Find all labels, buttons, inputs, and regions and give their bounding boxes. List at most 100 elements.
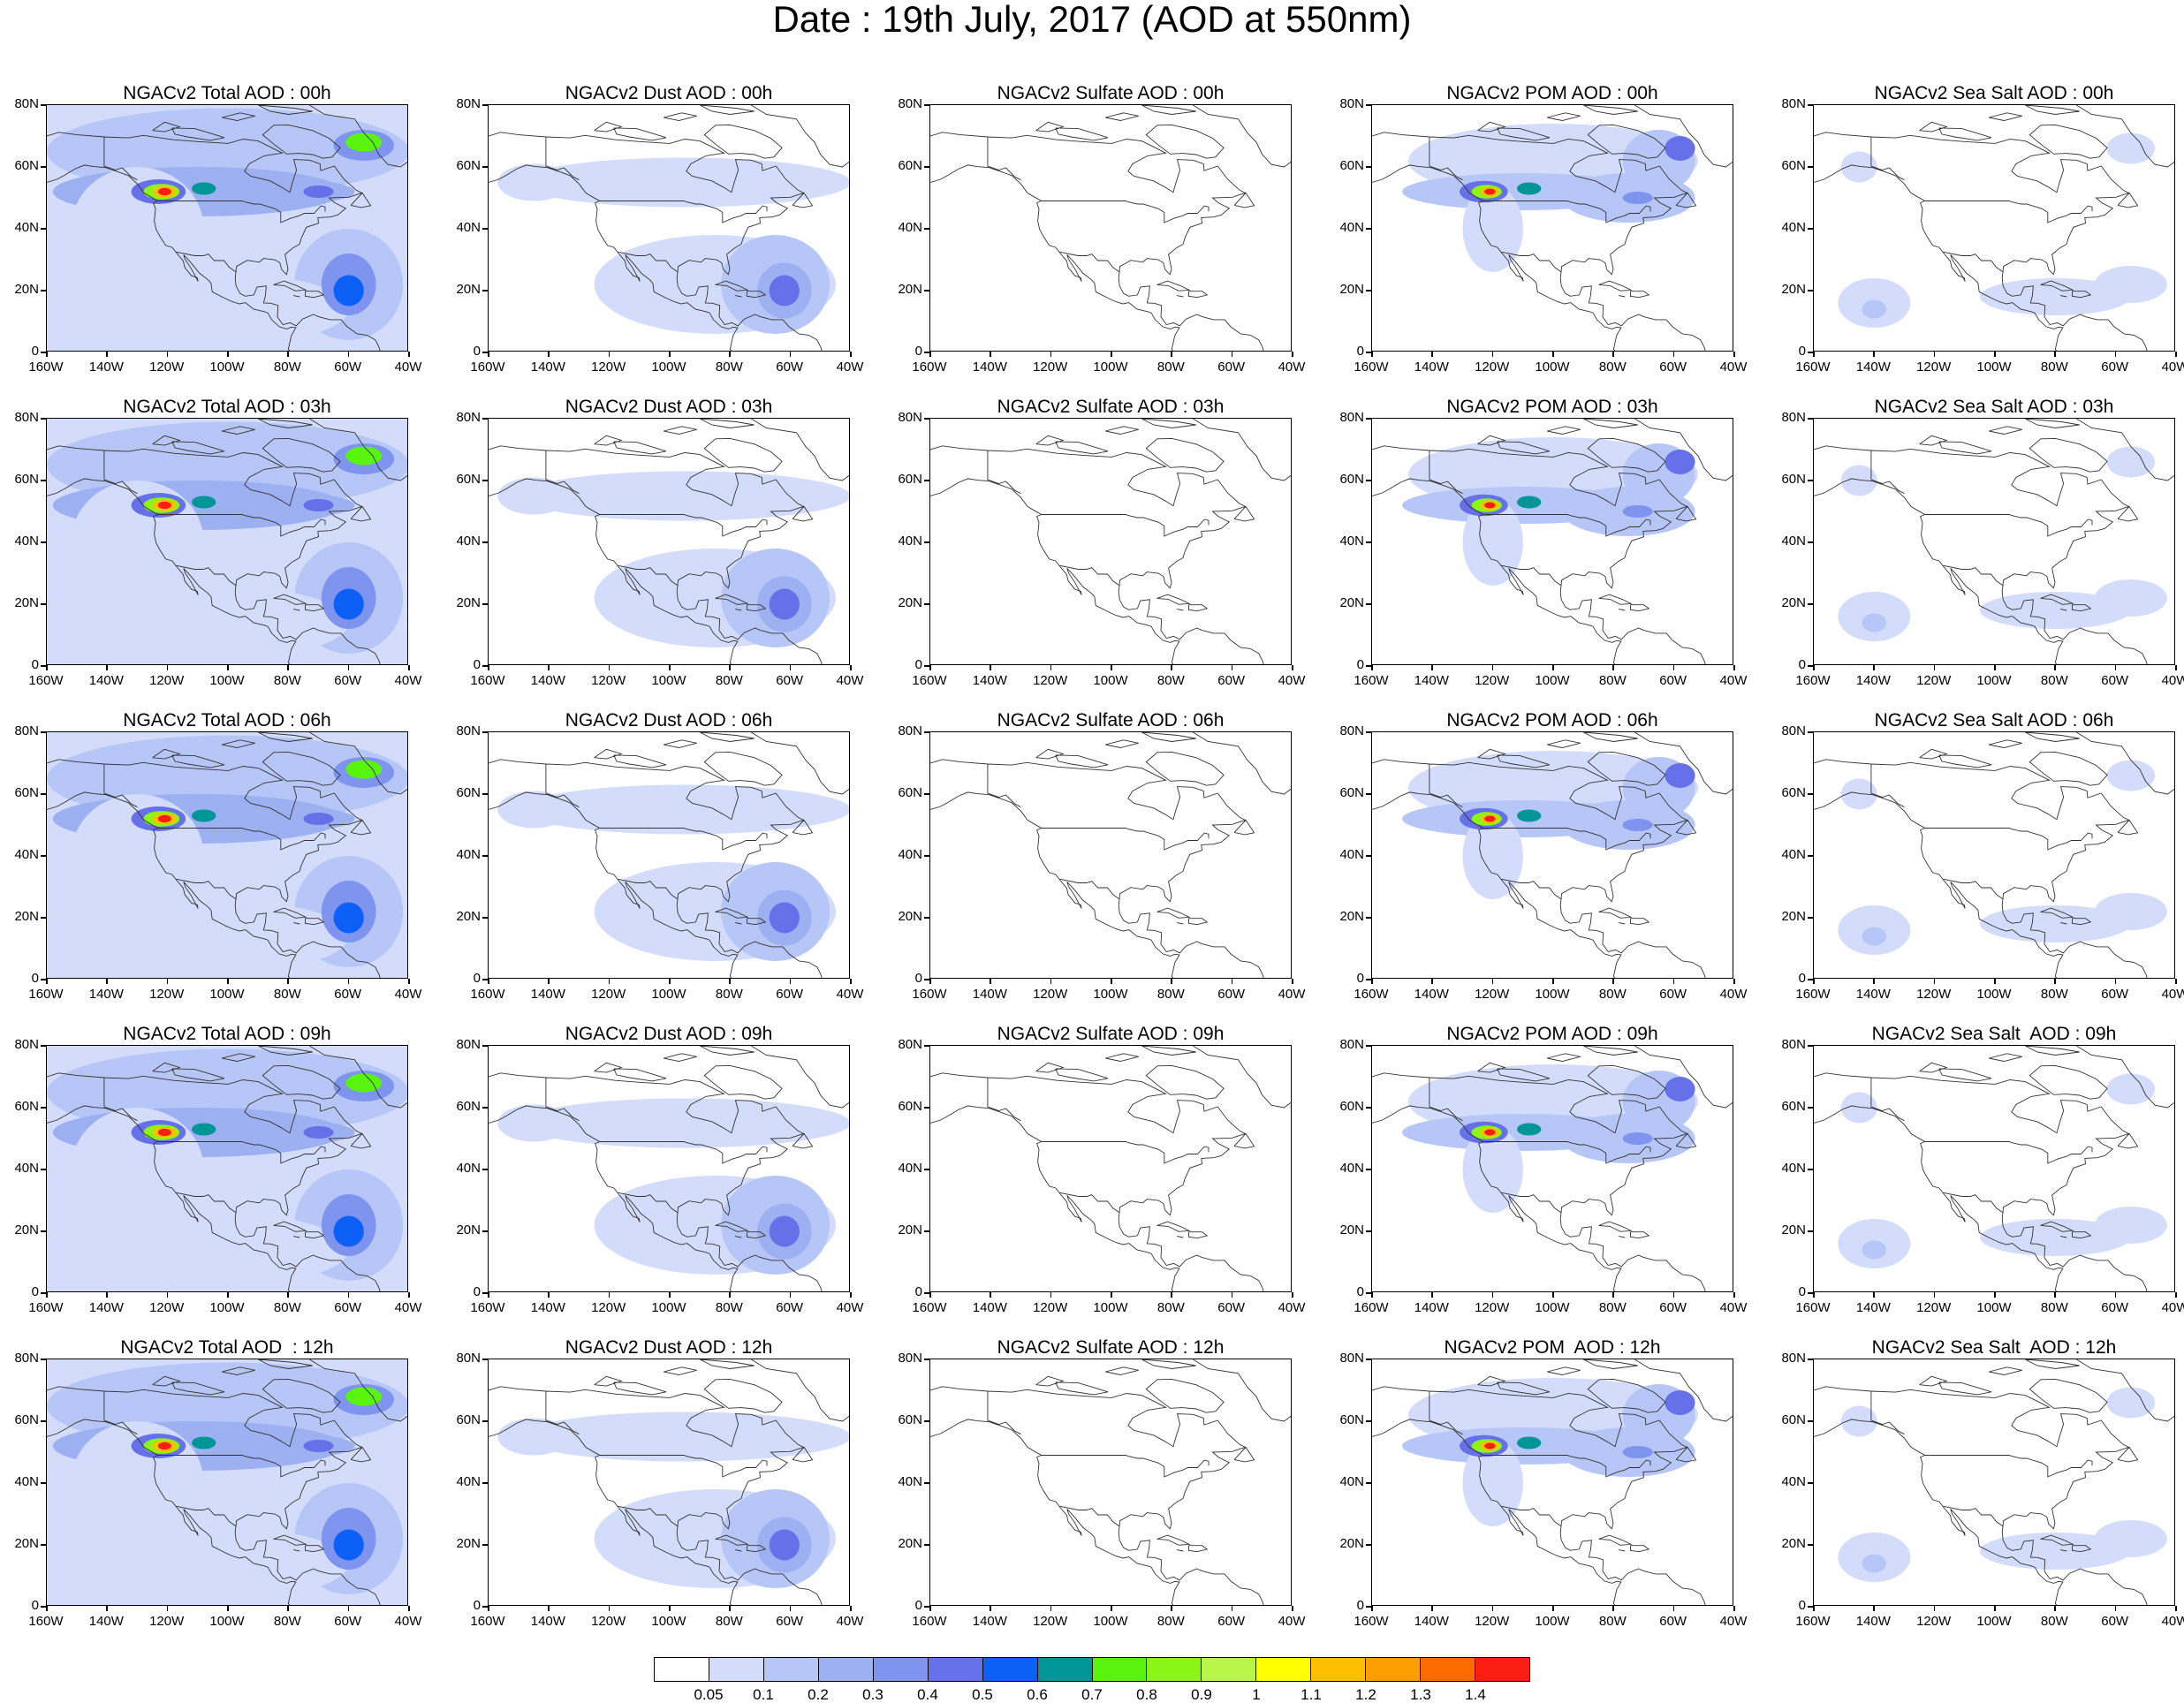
lon-tick xyxy=(287,665,289,670)
lat-tick xyxy=(41,1045,46,1047)
lon-tick xyxy=(1491,979,1494,984)
lat-tick xyxy=(1366,917,1371,919)
lon-label: 120W xyxy=(1033,360,1068,375)
lon-tick xyxy=(287,979,289,984)
map-frame xyxy=(1813,418,2175,665)
lat-tick xyxy=(1808,979,1813,980)
lat-tick xyxy=(1366,855,1371,857)
lon-tick xyxy=(729,665,731,670)
lon-label: 60W xyxy=(2101,1614,2129,1629)
lat-label: 20N xyxy=(1339,909,1364,924)
lon-label: 160W xyxy=(912,1614,947,1629)
lon-tick xyxy=(1231,1292,1233,1298)
lat-label: 20N xyxy=(1781,1222,1806,1238)
lat-tick xyxy=(924,1482,929,1484)
aod-shading xyxy=(1665,136,1695,161)
lon-tick xyxy=(1231,1606,1233,1611)
aod-shading xyxy=(333,1529,364,1561)
lat-tick xyxy=(924,166,929,168)
aod-shading xyxy=(1665,763,1695,788)
lat-tick xyxy=(482,1544,488,1546)
lon-label: 60W xyxy=(1659,1614,1687,1629)
lon-label: 140W xyxy=(530,987,565,1002)
lon-label: 100W xyxy=(1535,987,1570,1002)
lon-tick xyxy=(1111,1606,1112,1611)
colorbar-label: 0.5 xyxy=(972,1686,993,1703)
lon-label: 120W xyxy=(149,673,185,688)
lon-tick xyxy=(1933,1606,1936,1611)
colorbar-label: 0.05 xyxy=(694,1686,724,1703)
lat-tick xyxy=(924,1230,929,1232)
aod-shading xyxy=(333,588,364,620)
lon-tick xyxy=(1491,665,1494,670)
lon-label: 80W xyxy=(715,673,743,688)
lon-tick xyxy=(929,665,931,670)
aod-shading xyxy=(157,1442,171,1450)
lon-tick xyxy=(1873,1292,1875,1298)
lon-tick xyxy=(1231,979,1233,984)
map-svg xyxy=(47,1359,407,1605)
lon-tick xyxy=(1933,665,1936,670)
lat-label: 80N xyxy=(1781,723,1806,738)
lat-tick xyxy=(1366,228,1371,230)
lon-tick xyxy=(990,665,991,670)
lon-tick xyxy=(1672,979,1675,984)
lat-label: 20N xyxy=(456,1536,481,1551)
aod-shading xyxy=(1462,813,1523,899)
lon-tick xyxy=(1733,665,1735,670)
lat-tick xyxy=(1808,541,1813,543)
lon-label: 160W xyxy=(470,673,505,688)
panel-title: NGACv2 POM AOD : 00h xyxy=(1446,83,1658,103)
lon-tick xyxy=(1292,352,1293,357)
lon-tick xyxy=(1552,1292,1554,1298)
lon-label: 100W xyxy=(1535,1300,1570,1315)
lat-tick xyxy=(482,290,488,291)
lon-tick xyxy=(2175,1292,2177,1298)
lon-label: 120W xyxy=(591,673,626,688)
lat-tick xyxy=(482,1045,488,1047)
lat-label: 80N xyxy=(898,96,922,111)
map-panel: NGACv2 Dust AOD : 03h 80N 60N 40N 20N 0 160W 14… xyxy=(442,397,863,697)
colorbar-box xyxy=(1311,1658,1367,1681)
aod-shading xyxy=(2106,1073,2156,1105)
lon-label: 160W xyxy=(470,1614,505,1629)
colorbar-box xyxy=(818,1658,874,1681)
lat-label: 20N xyxy=(14,595,39,610)
coastline-outline xyxy=(930,419,1291,664)
panel-title: NGACv2 Sea Salt AOD : 00h xyxy=(1874,83,2114,103)
map-frame xyxy=(929,104,1292,352)
lon-label: 60W xyxy=(776,360,804,375)
lat-tick xyxy=(924,793,929,795)
lon-label: 140W xyxy=(530,360,565,375)
aod-shading xyxy=(497,1418,571,1456)
map-panel: NGACv2 Sulfate AOD : 06h 80N 60N 40N 20N 0 160… xyxy=(883,710,1305,1010)
lon-tick xyxy=(548,979,550,984)
lon-tick xyxy=(1431,665,1433,670)
aod-shading xyxy=(1840,778,1877,810)
lat-tick xyxy=(41,1230,46,1232)
lon-tick xyxy=(1431,979,1433,984)
lon-label: 40W xyxy=(836,987,864,1002)
lat-label: 0 xyxy=(473,1598,481,1613)
lat-label: 40N xyxy=(1781,1474,1806,1489)
lon-tick xyxy=(669,1292,671,1298)
lon-label: 160W xyxy=(1354,360,1389,375)
lon-label: 100W xyxy=(651,1300,686,1315)
lat-label: 60N xyxy=(1781,1412,1806,1427)
map-frame xyxy=(46,104,408,352)
lat-label: 60N xyxy=(1339,785,1364,800)
lon-label: 60W xyxy=(334,1300,362,1315)
aod-shading xyxy=(333,275,364,307)
lon-tick xyxy=(1171,979,1172,984)
lat-label: 20N xyxy=(456,1222,481,1238)
lon-label: 100W xyxy=(1093,673,1128,688)
lon-label: 80W xyxy=(1156,987,1185,1002)
lat-label: 80N xyxy=(898,1351,922,1366)
lat-label: 0 xyxy=(1798,971,1806,986)
lat-label: 20N xyxy=(898,1222,922,1238)
lat-label: 0 xyxy=(1356,971,1364,986)
lat-tick xyxy=(1808,166,1813,168)
lat-tick xyxy=(1808,731,1813,733)
main-title: Date : 19th July, 2017 (AOD at 550nm) xyxy=(772,0,1412,40)
lat-label: 40N xyxy=(898,220,922,235)
